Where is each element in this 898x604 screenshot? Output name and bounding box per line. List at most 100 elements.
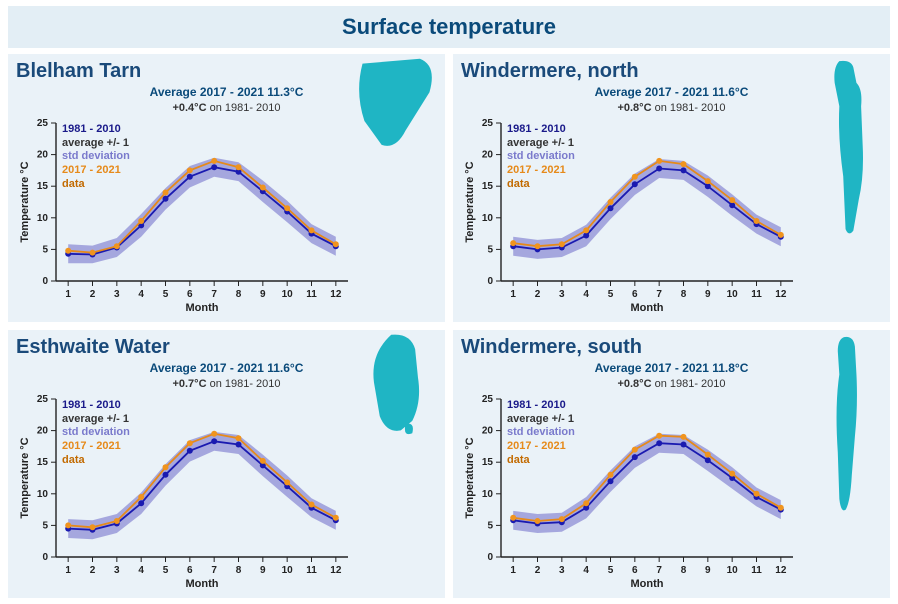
svg-text:1: 1 [510, 289, 516, 300]
svg-text:10: 10 [282, 565, 294, 576]
legend-line3: std deviation [507, 150, 575, 164]
svg-text:Month: Month [631, 578, 664, 590]
svg-text:5: 5 [608, 565, 614, 576]
svg-text:5: 5 [487, 244, 493, 255]
svg-text:8: 8 [236, 565, 242, 576]
svg-text:4: 4 [138, 289, 144, 300]
svg-text:2: 2 [535, 565, 541, 576]
svg-text:25: 25 [482, 118, 494, 129]
svg-text:5: 5 [163, 289, 169, 300]
svg-text:11: 11 [751, 289, 762, 300]
svg-text:20: 20 [482, 425, 494, 436]
svg-text:20: 20 [482, 149, 494, 160]
svg-text:4: 4 [583, 289, 589, 300]
legend-line1: 1981 - 2010 [62, 399, 130, 413]
svg-text:0: 0 [42, 552, 48, 563]
svg-text:5: 5 [42, 244, 48, 255]
svg-text:2: 2 [90, 289, 96, 300]
svg-text:10: 10 [482, 213, 494, 224]
legend-line5: data [62, 178, 130, 192]
lake-shape-icon [816, 310, 886, 540]
svg-text:11: 11 [306, 289, 317, 300]
figure-root: Surface temperature Blelham TarnAverage … [0, 0, 898, 604]
svg-text:4: 4 [583, 565, 589, 576]
svg-text:8: 8 [236, 289, 242, 300]
svg-text:20: 20 [37, 149, 49, 160]
svg-text:8: 8 [681, 565, 687, 576]
legend-line2: average +/- 1 [507, 137, 574, 149]
legend-line4: 2017 - 2021 [62, 164, 130, 178]
svg-text:6: 6 [632, 565, 638, 576]
svg-text:12: 12 [330, 565, 342, 576]
svg-text:12: 12 [775, 565, 787, 576]
legend: 1981 - 2010average +/- 1std deviation201… [507, 399, 575, 468]
legend-line2: average +/- 1 [62, 137, 129, 149]
svg-text:15: 15 [482, 181, 494, 192]
legend: 1981 - 2010average +/- 1std deviation201… [62, 399, 130, 468]
figure-title-bar: Surface temperature [8, 6, 890, 48]
svg-text:5: 5 [42, 520, 48, 531]
svg-text:Temperature °C: Temperature °C [464, 161, 476, 242]
legend-line3: std deviation [62, 150, 130, 164]
svg-text:Temperature °C: Temperature °C [464, 437, 476, 518]
svg-text:5: 5 [608, 289, 614, 300]
svg-text:Month: Month [186, 578, 219, 590]
legend-line5: data [507, 178, 575, 192]
panel-grid: Blelham TarnAverage 2017 - 2021 11.3°C+0… [8, 54, 890, 598]
svg-text:7: 7 [656, 565, 662, 576]
svg-text:10: 10 [482, 489, 494, 500]
svg-text:25: 25 [482, 394, 494, 405]
svg-text:3: 3 [559, 289, 565, 300]
legend: 1981 - 2010average +/- 1std deviation201… [507, 123, 575, 192]
svg-text:0: 0 [487, 552, 493, 563]
legend-line1: 1981 - 2010 [507, 123, 575, 137]
svg-text:1: 1 [510, 565, 516, 576]
figure-title: Surface temperature [342, 14, 556, 39]
svg-text:1: 1 [65, 565, 71, 576]
lake-shape-icon [351, 54, 441, 164]
panel-windsouth: Windermere, southAverage 2017 - 2021 11.… [453, 330, 890, 598]
svg-text:6: 6 [187, 289, 193, 300]
svg-text:5: 5 [487, 520, 493, 531]
svg-text:6: 6 [632, 289, 638, 300]
svg-text:25: 25 [37, 118, 49, 129]
svg-text:12: 12 [775, 289, 787, 300]
svg-text:15: 15 [37, 181, 49, 192]
lake-shape-icon [816, 34, 886, 264]
legend-line2: average +/- 1 [507, 413, 574, 425]
legend-line2: average +/- 1 [62, 413, 129, 425]
legend: 1981 - 2010average +/- 1std deviation201… [62, 123, 130, 192]
svg-text:2: 2 [90, 565, 96, 576]
svg-text:3: 3 [114, 565, 120, 576]
legend-line5: data [62, 454, 130, 468]
svg-text:9: 9 [705, 565, 711, 576]
svg-text:25: 25 [37, 394, 49, 405]
svg-text:10: 10 [282, 289, 294, 300]
svg-text:7: 7 [211, 289, 217, 300]
svg-text:3: 3 [114, 289, 120, 300]
svg-text:10: 10 [37, 213, 49, 224]
svg-text:9: 9 [260, 289, 266, 300]
svg-text:11: 11 [306, 565, 317, 576]
panel-windnorth: Windermere, northAverage 2017 - 2021 11.… [453, 54, 890, 322]
svg-text:10: 10 [727, 565, 739, 576]
svg-text:15: 15 [37, 457, 49, 468]
svg-text:4: 4 [138, 565, 144, 576]
svg-text:2: 2 [535, 289, 541, 300]
svg-text:Month: Month [186, 302, 219, 314]
svg-text:7: 7 [211, 565, 217, 576]
legend-line5: data [507, 454, 575, 468]
panel-esthwaite: Esthwaite WaterAverage 2017 - 2021 11.6°… [8, 330, 445, 598]
svg-text:9: 9 [260, 565, 266, 576]
svg-text:8: 8 [681, 289, 687, 300]
legend-line3: std deviation [62, 426, 130, 440]
legend-line4: 2017 - 2021 [62, 440, 130, 454]
legend-line4: 2017 - 2021 [507, 440, 575, 454]
svg-text:7: 7 [656, 289, 662, 300]
svg-text:Temperature °C: Temperature °C [19, 437, 31, 518]
svg-text:12: 12 [330, 289, 342, 300]
svg-text:20: 20 [37, 425, 49, 436]
legend-line1: 1981 - 2010 [507, 399, 575, 413]
svg-text:0: 0 [487, 276, 493, 287]
panel-blelham: Blelham TarnAverage 2017 - 2021 11.3°C+0… [8, 54, 445, 322]
